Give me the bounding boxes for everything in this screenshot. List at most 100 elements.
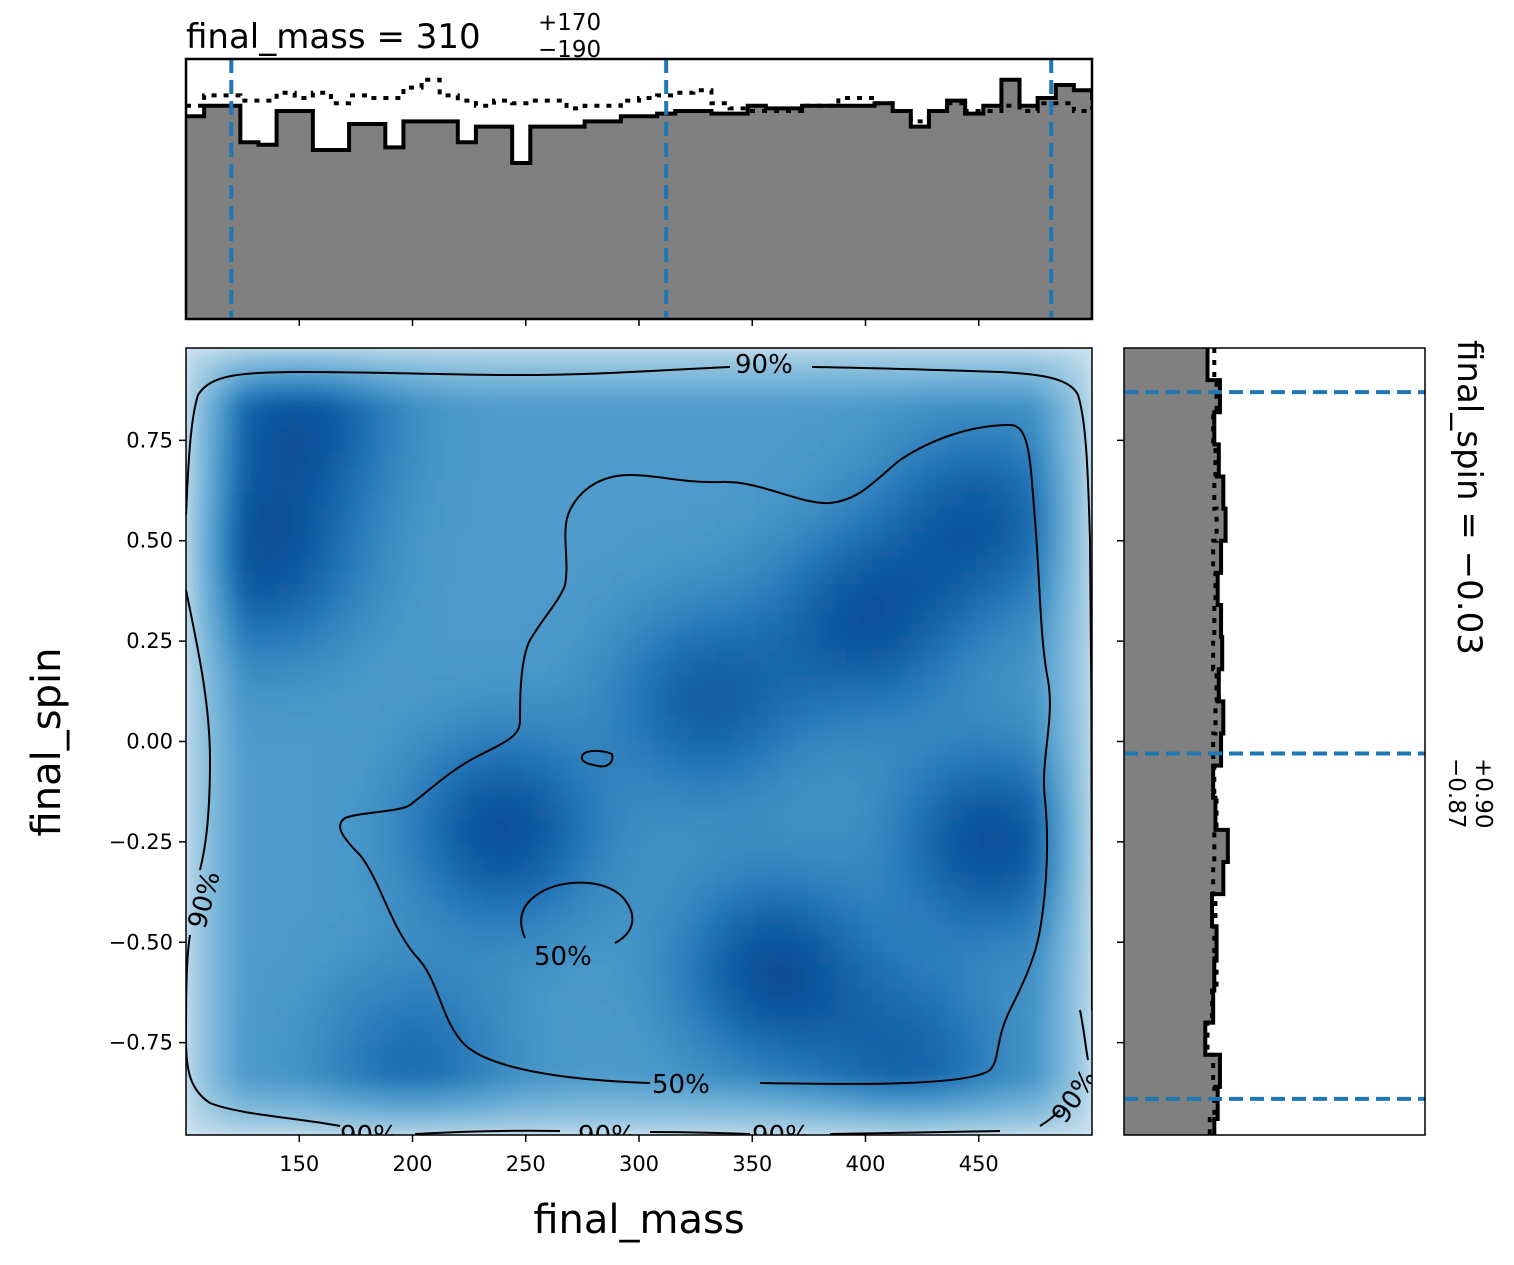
heatmap-cell [729,636,744,651]
heatmap-cell [1079,846,1092,861]
heatmap-cell [755,833,770,848]
heatmap-cell [936,452,951,467]
heatmap-cell [871,780,886,795]
heatmap-cell [250,518,265,533]
heatmap-cell [457,426,472,441]
heatmap-cell [742,1016,757,1031]
heatmap-cell [975,872,990,887]
heatmap-cell [574,623,588,638]
heatmap-cell [470,846,485,861]
heatmap-cell [910,426,925,441]
heatmap-cell [587,505,601,520]
heatmap-cell [431,1095,446,1110]
heatmap-cell [587,649,601,664]
heatmap-cell [211,439,226,454]
heatmap-cell [431,885,446,900]
heatmap-cell [341,610,355,625]
heatmap-cell [626,466,640,480]
heatmap-cell [755,387,770,402]
heatmap-cell [833,1030,847,1044]
heatmap-cell [354,544,368,559]
heatmap-cell [418,715,433,729]
heatmap-cell [289,793,304,808]
heatmap-cell [729,938,744,952]
heatmap-cell [431,793,446,808]
heatmap-cell [522,1121,537,1135]
heatmap-cell [354,361,368,375]
heatmap-cell [884,780,899,795]
heatmap-cell [923,702,938,716]
heatmap-cell [393,951,407,966]
heatmap-cell [1040,466,1054,480]
heatmap-cell [457,544,472,559]
heatmap-cell [393,361,407,375]
heatmap-cell [613,689,627,703]
heatmap-cell [263,990,278,1005]
heatmap-cell [574,702,588,716]
heatmap-cell [237,833,252,848]
heatmap-cell [600,990,614,1005]
heatmap-cell [600,452,614,467]
heatmap-cell [406,885,420,900]
heatmap-cell [600,872,614,887]
heatmap-cell [846,452,860,467]
heatmap-cell [1066,426,1080,441]
heatmap-cell [470,675,485,690]
heatmap-cell [859,479,873,493]
heatmap-cell [768,885,782,900]
heatmap-cell [1027,439,1041,454]
heatmap-cell [237,1030,252,1044]
heatmap-cell [496,557,511,572]
heatmap-cell [690,570,705,585]
heatmap-cell [587,1082,601,1097]
heatmap-cell [1040,400,1054,415]
heatmap-cell [755,570,770,585]
heatmap-cell [639,885,653,900]
heatmap-cell [470,1069,485,1084]
heatmap-cell [328,518,342,533]
heatmap-cell [716,1069,731,1084]
heatmap-cell [574,531,588,546]
heatmap-cell [496,492,511,506]
heatmap-cell [600,531,614,546]
heatmap-cell [703,518,718,533]
heatmap-cell [664,912,679,926]
heatmap-cell [820,1043,834,1057]
heatmap-cell [742,544,757,559]
heatmap-cell [561,689,575,703]
heatmap-cell [509,872,524,887]
heatmap-cell [496,400,511,415]
heatmap-cell [535,400,549,415]
heatmap-cell [755,741,770,756]
heatmap-cell [975,793,990,808]
heatmap-cell [1001,610,1015,625]
heatmap-cell [444,754,459,769]
heatmap-cell [367,413,381,428]
heatmap-cell [302,505,317,520]
heatmap-cell [587,1003,601,1018]
heatmap-cell [548,531,562,546]
heatmap-cell [1079,1030,1092,1044]
heatmap-cell [341,505,355,520]
heatmap-cell [418,544,433,559]
heatmap-cell [1014,492,1028,506]
heatmap-cell [535,754,549,769]
heatmap-cell [224,1056,239,1071]
heatmap-cell [380,479,394,493]
heatmap-cell [639,964,653,979]
heatmap-cell [664,1108,679,1123]
heatmap-cell [186,780,200,795]
heatmap-cell [315,1082,329,1097]
heatmap-cell [794,1003,808,1018]
heatmap-cell [755,348,770,362]
heatmap-cell [936,531,951,546]
heatmap-cell [1066,1016,1080,1031]
heatmap-cell [807,597,821,611]
heatmap-cell [1079,820,1092,834]
heatmap-cell [548,898,562,913]
heatmap-cell [949,544,964,559]
heatmap-cell [315,951,329,966]
y-tick-label: 0.00 [126,730,173,754]
heatmap-cell [923,977,938,992]
heatmap-cell [574,885,588,900]
